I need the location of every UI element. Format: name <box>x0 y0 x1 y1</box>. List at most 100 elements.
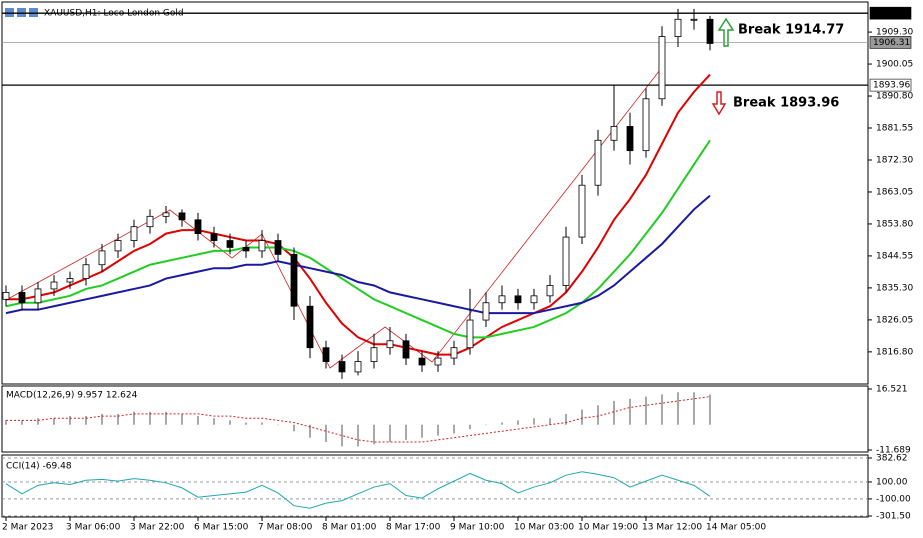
macd-title: MACD(12,26,9) 9.957 12.624 <box>6 391 138 401</box>
cci-panel <box>1 454 869 518</box>
y-tick-label: 1909.30 <box>876 28 913 38</box>
macd-bar <box>133 411 135 425</box>
candle-body <box>610 126 618 141</box>
x-tick-label: 10 Mar 19:00 <box>578 523 638 533</box>
x-tick-label: 7 Mar 08:00 <box>258 523 313 533</box>
y-tick-label: 1881.55 <box>876 124 913 134</box>
candle-body <box>114 240 122 252</box>
candle-body <box>242 247 250 252</box>
candle-body <box>162 212 170 217</box>
macd-bar <box>421 424 423 438</box>
macd-bar <box>165 411 167 425</box>
macd-bar <box>453 424 455 434</box>
y-tick-label: 1816.80 <box>876 347 913 357</box>
macd-bar <box>389 424 391 443</box>
macd-bar <box>213 418 215 425</box>
price-box <box>869 78 912 92</box>
y-tick-label: -301.50 <box>876 512 911 522</box>
macd-bar <box>549 418 551 425</box>
candle-body <box>466 319 474 349</box>
y-tick-label: 1835.30 <box>876 283 913 293</box>
y-tick-label: 382.62 <box>876 454 908 464</box>
macd-bar <box>245 422 247 425</box>
candle-body <box>530 295 538 304</box>
candle-body <box>2 291 10 300</box>
macd-bar <box>437 424 439 436</box>
x-tick-label: 9 Mar 10:00 <box>450 523 505 533</box>
candle-body <box>402 340 410 359</box>
candle-body <box>306 305 314 349</box>
candle-body <box>642 98 650 152</box>
symbol-icons <box>5 8 38 17</box>
macd-bar <box>181 413 183 425</box>
candle-body <box>210 233 218 241</box>
macd-bar <box>117 413 119 425</box>
y-tick-label: 1872.30 <box>876 155 913 165</box>
macd-bar <box>325 424 327 443</box>
candle-body <box>194 219 202 235</box>
candle-body <box>514 295 522 304</box>
moving-average <box>5 139 711 339</box>
y-tick-label: 1826.05 <box>876 315 913 325</box>
candle-body <box>594 139 602 186</box>
y-tick-label: 1853.80 <box>876 219 913 229</box>
price-label: 1906.31 <box>873 38 910 48</box>
macd-bar <box>581 409 583 425</box>
macd-bar <box>485 424 487 426</box>
macd-bar <box>613 400 615 425</box>
macd-bar <box>709 394 711 425</box>
macd-bar <box>533 418 535 425</box>
macd-bar <box>101 413 103 425</box>
macd-bar <box>261 422 263 425</box>
candle-body <box>82 264 90 279</box>
macd-bar <box>677 392 679 425</box>
candle-body <box>338 361 346 373</box>
macd-bar <box>661 394 663 425</box>
candle-body <box>498 295 506 304</box>
candle-body <box>354 361 362 373</box>
candle-body <box>50 281 58 290</box>
macd-bar <box>373 424 375 445</box>
macd-bar <box>341 424 343 447</box>
candle-body <box>562 236 570 286</box>
y-tick-label: 1900.05 <box>876 60 913 70</box>
macd-bar <box>197 416 199 425</box>
candle-body <box>658 36 666 100</box>
down-arrow <box>711 91 727 116</box>
macd-bar <box>629 398 631 425</box>
macd-bar <box>309 424 311 438</box>
candle-body <box>146 215 154 228</box>
macd-panel <box>1 385 869 453</box>
macd-bar <box>517 420 519 425</box>
candle-body <box>674 18 682 37</box>
y-tick-label: 16.521 <box>876 385 908 395</box>
candle-body <box>226 240 234 248</box>
macd-bar <box>277 424 279 426</box>
macd-bar <box>501 422 503 425</box>
cci-line <box>5 471 711 509</box>
x-tick-label: 8 Mar 17:00 <box>386 523 441 533</box>
candle-body <box>578 184 586 238</box>
price-label: 1893.96 <box>873 81 910 91</box>
price-box <box>869 6 912 20</box>
y-tick-label: 1890.80 <box>876 92 913 102</box>
macd-bar <box>597 405 599 425</box>
moving-average <box>6 73 711 356</box>
macd-bar <box>405 424 407 440</box>
macd-bar <box>85 416 87 425</box>
x-tick-label: 2 Mar 2023 <box>2 523 53 533</box>
y-tick-label: 1844.55 <box>876 251 913 261</box>
candle-body <box>258 240 266 252</box>
macd-bar <box>149 411 151 425</box>
candle-body <box>130 226 138 241</box>
candle-body <box>66 278 74 283</box>
y-tick-label: 1863.05 <box>876 187 913 197</box>
candle-body <box>370 347 378 362</box>
macd-bar <box>565 413 567 425</box>
annotation: Break 1914.77 <box>738 23 844 38</box>
signal-line <box>6 396 711 443</box>
x-tick-label: 3 Mar 22:00 <box>130 523 185 533</box>
candle-body <box>706 18 714 44</box>
macd-bar <box>69 416 71 425</box>
